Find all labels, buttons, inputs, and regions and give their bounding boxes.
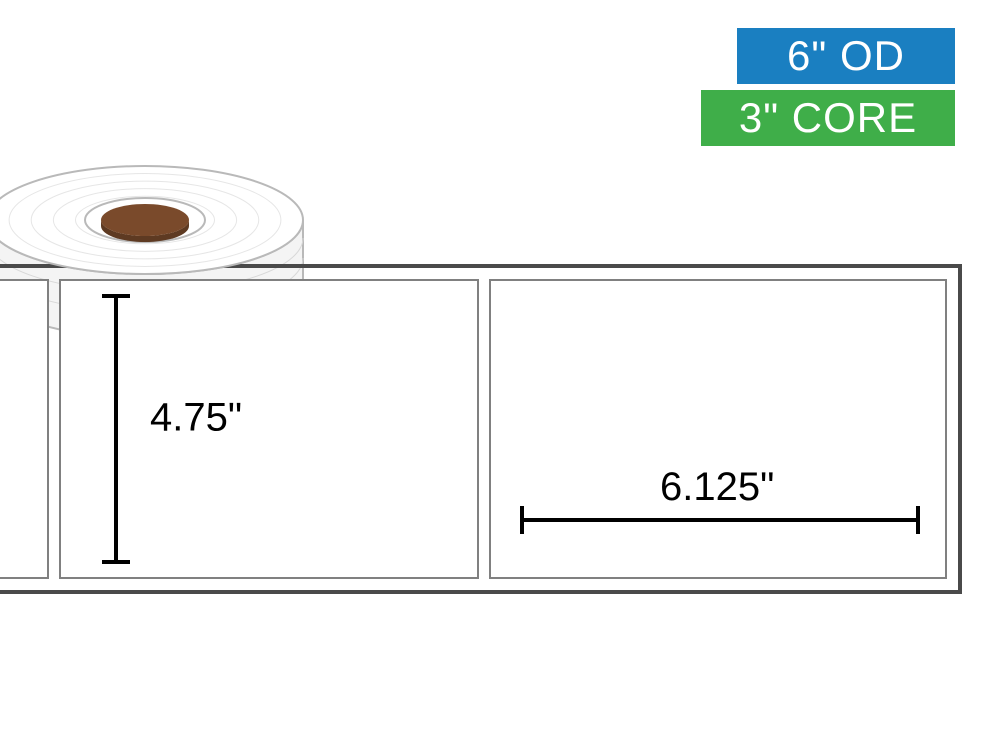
od-badge-text: 6" OD — [787, 32, 905, 80]
svg-text:6.125": 6.125" — [660, 465, 774, 509]
core-badge: 3" CORE — [701, 90, 955, 146]
svg-text:4.75": 4.75" — [150, 396, 242, 440]
od-badge: 6" OD — [737, 28, 955, 84]
label-roll-diagram: 6" OD 3" CORE 4.75" 6.125" — [0, 0, 1001, 751]
core-badge-text: 3" CORE — [739, 94, 917, 142]
